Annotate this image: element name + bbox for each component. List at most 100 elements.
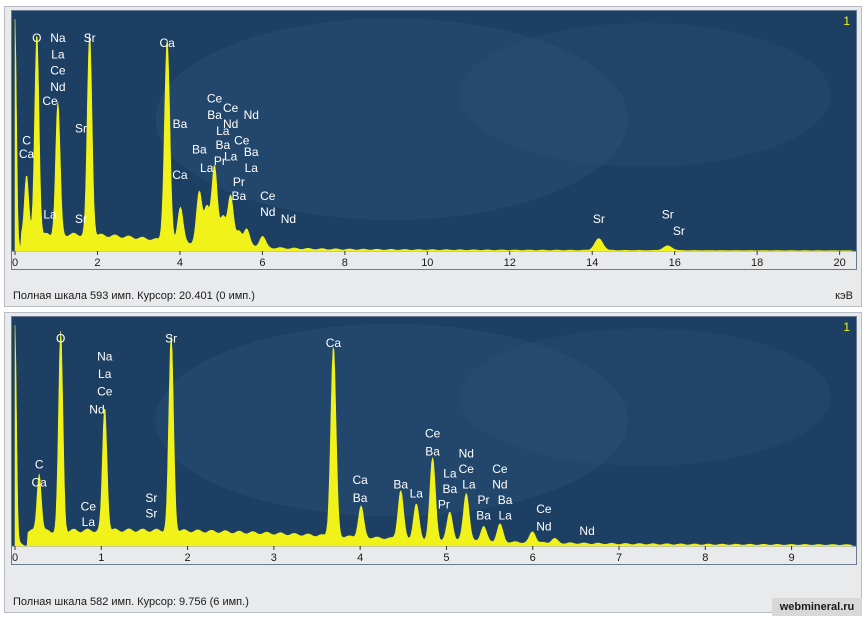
peak-label: La <box>200 161 214 175</box>
peak-label: O <box>56 332 65 346</box>
peak-label: Ba <box>425 444 440 458</box>
peak-label: Ca <box>326 336 342 350</box>
background-haze <box>459 328 831 466</box>
peak-label: Ce <box>50 64 66 78</box>
peak-label: Ce <box>459 462 475 476</box>
peak-label: La <box>43 208 57 222</box>
corner-label: 1 <box>843 14 850 28</box>
peak-label: Nd <box>260 205 275 219</box>
peak-label: Nd <box>50 80 65 94</box>
peak-label: Sr <box>673 224 685 238</box>
x-axis-strip <box>12 251 856 269</box>
x-tick-label: 3 <box>271 552 277 564</box>
status-text-bottom: Полная шкала 582 имп. Курсор: 9.756 (6 и… <box>13 596 249 608</box>
x-tick-label: 14 <box>586 257 598 269</box>
peak-label: Na <box>50 31 66 45</box>
peak-label: Ce <box>207 92 223 106</box>
peak-label: Ca <box>172 168 188 182</box>
peak-label: La <box>443 466 457 480</box>
peak-label: Pr <box>438 497 450 511</box>
background-haze <box>155 18 629 220</box>
x-tick-label: 16 <box>669 257 681 269</box>
peak-label: Ba <box>173 117 188 131</box>
x-tick-label: 0 <box>12 257 18 269</box>
peak-label: C <box>35 458 44 472</box>
peak-label: C <box>22 133 31 147</box>
peak-label: Nd <box>89 402 104 416</box>
peak-label: La <box>216 124 230 138</box>
peak-label: La <box>224 150 238 164</box>
peak-label: Ca <box>159 36 175 50</box>
peak-label: Ba <box>215 138 230 152</box>
peak-label: Sr <box>662 208 674 222</box>
peak-label: Ce <box>492 462 508 476</box>
spectrum-panel-bottom: O Na La Ce Nd Sr Ca C Ca Ce La Sr Sr Ca Ba Ce Ba Nd Ce La Ba… <box>4 312 862 613</box>
x-tick-label: 5 <box>443 552 449 564</box>
x-tick-label: 8 <box>342 257 348 269</box>
peak-label: Ce <box>81 500 97 514</box>
peak-label: Ba <box>192 143 207 157</box>
peak-label: Ce <box>234 133 250 147</box>
background-haze <box>155 323 629 517</box>
peak-label: Na <box>97 349 113 363</box>
x-tick-label: 4 <box>357 552 363 564</box>
peak-label: Ba <box>353 491 368 505</box>
peak-label: La <box>51 47 65 61</box>
peak-label: O <box>32 31 41 45</box>
x-tick-label: 6 <box>259 257 265 269</box>
x-tick-label: 10 <box>421 257 433 269</box>
peak-label: Nd <box>536 520 551 534</box>
x-tick-label: 4 <box>177 257 183 269</box>
peak-label: La <box>82 515 96 529</box>
peak-label: Ce <box>260 189 276 203</box>
x-tick-label: 8 <box>702 552 708 564</box>
x-tick-label: 0 <box>12 552 18 564</box>
peak-label: Ba <box>232 189 247 203</box>
status-text-top: Полная шкала 593 имп. Курсор: 20.401 (0 … <box>13 290 255 302</box>
x-tick-label: 2 <box>94 257 100 269</box>
x-unit-top: кэВ <box>835 290 853 302</box>
peak-label: Nd <box>492 478 507 492</box>
peak-label: Sr <box>75 122 87 136</box>
spectrum-area <box>14 324 853 547</box>
peak-label: Nd <box>281 212 296 226</box>
peak-label: Sr <box>84 31 96 45</box>
spectrum-plot-bottom[interactable]: O Na La Ce Nd Sr Ca C Ca Ce La Sr Sr Ca Ba Ce Ba Nd Ce La Ba… <box>11 316 857 565</box>
peak-label: Pr <box>214 154 226 168</box>
peak-label: Ce <box>536 502 552 516</box>
peak-label: Ba <box>393 478 408 492</box>
peak-label: Ba <box>443 482 458 496</box>
peak-label: Nd <box>223 117 238 131</box>
peak-label: Ba <box>476 508 491 522</box>
peak-label: Ba <box>207 108 222 122</box>
x-tick-label: 12 <box>504 257 516 269</box>
peak-label: Sr <box>145 506 157 520</box>
peak-label: Ce <box>425 427 441 441</box>
x-tick-label: 6 <box>530 552 536 564</box>
peak-label: La <box>245 161 259 175</box>
peak-label: Ca <box>352 473 368 487</box>
peak-label: La <box>410 486 424 500</box>
peak-label: La <box>498 508 512 522</box>
x-tick-label: 18 <box>751 257 763 269</box>
peak-label: Sr <box>75 212 87 226</box>
spectrum-plot-top[interactable]: Na La Ce Nd Ce O Sr Ca C Ca La Sr Sr Ba Ca Ce Ba Ce Nd Nd La… <box>11 10 857 270</box>
peak-label: Ce <box>42 94 58 108</box>
x-tick-label: 1 <box>98 552 104 564</box>
peak-label: Pr <box>233 175 245 189</box>
peak-label: Ba <box>244 145 259 159</box>
peak-label: Sr <box>593 212 605 226</box>
plot-background <box>12 11 856 251</box>
peak-label: Sr <box>165 332 177 346</box>
x-tick-label: 7 <box>616 552 622 564</box>
spectrum-panel-top: Na La Ce Nd Ce O Sr Ca C Ca La Sr Sr Ba Ca Ce Ba Ce Nd Nd La… <box>4 6 862 307</box>
peak-label: La <box>98 367 112 381</box>
peak-label: Sr <box>145 491 157 505</box>
spectrum-area <box>14 18 853 252</box>
background-haze <box>459 23 831 167</box>
corner-label: 1 <box>843 320 850 334</box>
peak-label: Nd <box>244 108 259 122</box>
peak-label: Pr <box>478 493 490 507</box>
